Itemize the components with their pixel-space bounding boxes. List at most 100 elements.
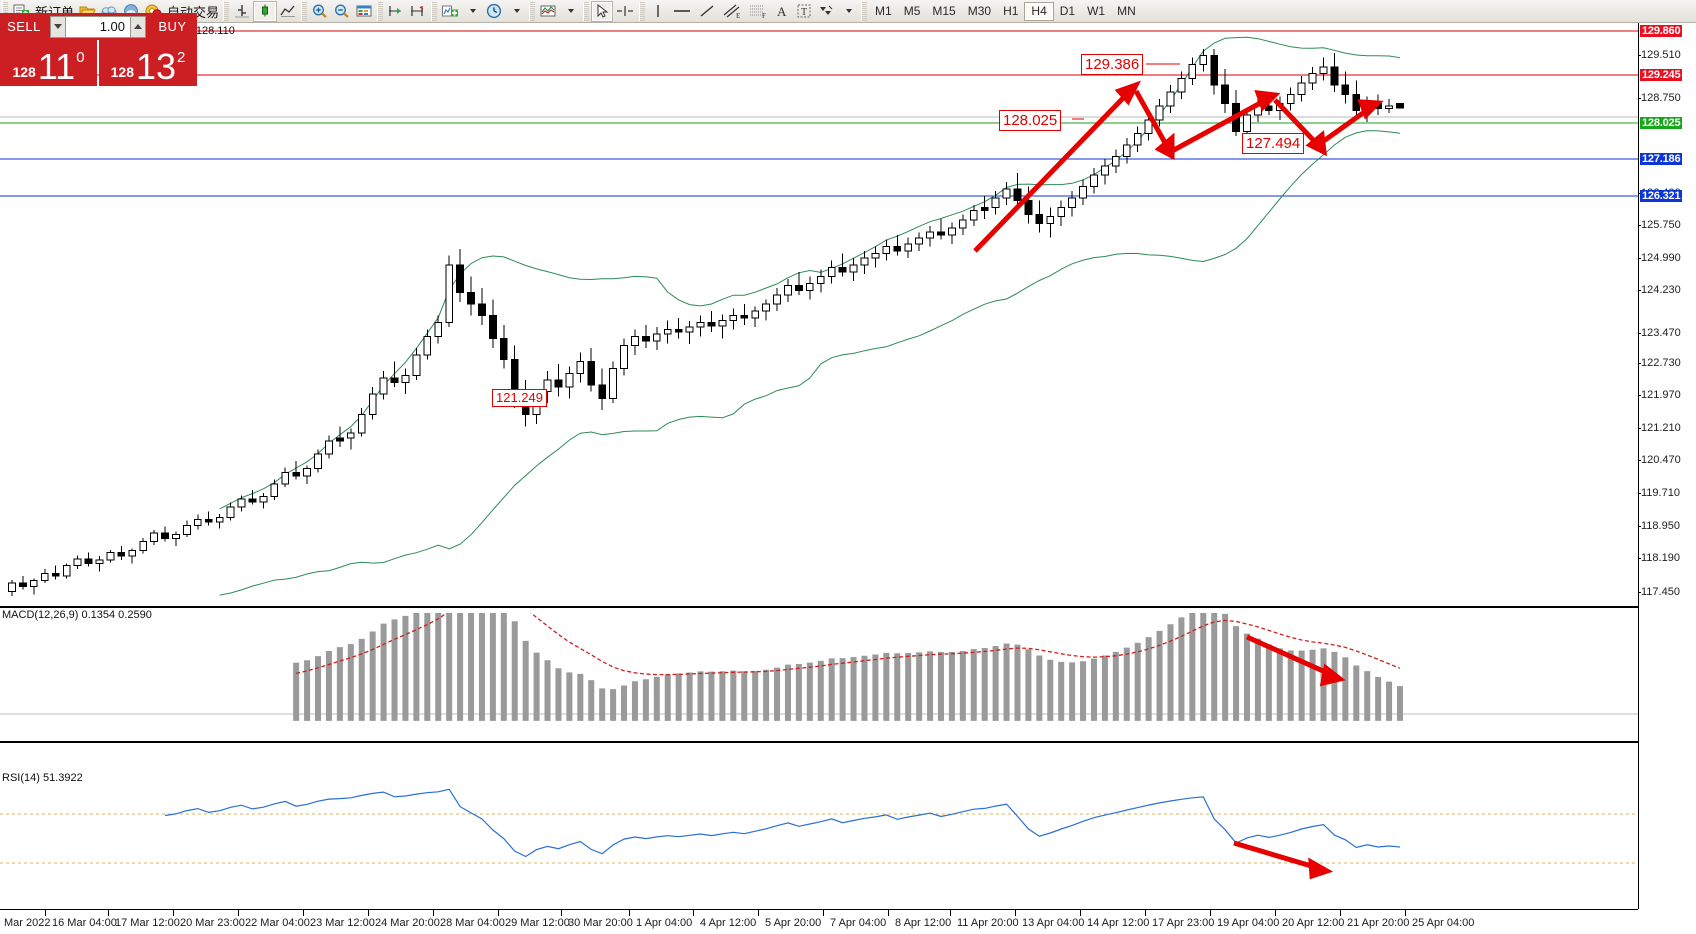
sell-price-display[interactable]: 128 11 0	[0, 40, 97, 86]
candlestick-chart-icon[interactable]	[253, 0, 278, 22]
price-scale[interactable]: 129.510128.750126.490125.750124.990124.2…	[1638, 23, 1696, 909]
line-chart-icon[interactable]	[277, 1, 299, 22]
candle	[139, 540, 148, 552]
candle	[259, 495, 268, 503]
candle	[937, 231, 945, 236]
clock-dropdown-caret[interactable]	[505, 1, 527, 22]
svg-text:T: T	[801, 7, 807, 18]
candle	[303, 468, 311, 477]
vline-icon[interactable]	[647, 1, 669, 22]
candle	[587, 361, 596, 386]
volume-input[interactable]: 1.00	[66, 15, 130, 38]
cursor-icon[interactable]	[591, 0, 614, 22]
price-level-label[interactable]: 127.186	[1640, 153, 1683, 165]
price-level-label[interactable]: 126.321	[1640, 190, 1683, 202]
timeframe-m5[interactable]: M5	[903, 4, 921, 18]
candle	[827, 266, 836, 277]
templates-icon[interactable]	[537, 1, 559, 22]
shift-end-icon[interactable]	[385, 1, 407, 22]
buy-price-display[interactable]: 128 13 2	[99, 40, 197, 86]
bar-chart-icon[interactable]	[231, 1, 253, 22]
candle	[784, 285, 792, 296]
candle	[554, 379, 563, 388]
candle	[379, 377, 388, 395]
chart-area[interactable]: USDJPY-,H4 128.207 128.207 128.110 128.1…	[0, 23, 1696, 934]
timeframe-m30[interactable]: M30	[967, 4, 992, 18]
crosshair-icon[interactable]	[613, 1, 637, 22]
volume-increase-button[interactable]	[130, 15, 146, 38]
price-tick: 121.210	[1638, 422, 1681, 434]
timeframe-h1[interactable]: H1	[1003, 4, 1019, 18]
annot-127494[interactable]: 127.494	[1242, 133, 1305, 154]
hline-icon[interactable]	[669, 1, 695, 22]
macd-signal-line	[296, 613, 1401, 676]
indicators-icon[interactable]	[439, 1, 461, 22]
macd-label: MACD(12,26,9) 0.1354 0.2590	[2, 609, 152, 621]
candle	[1111, 156, 1120, 167]
timeframe-d1[interactable]: D1	[1059, 4, 1076, 18]
candle	[237, 498, 246, 508]
annot-121249[interactable]: 121.249	[492, 389, 547, 407]
candle	[215, 517, 224, 523]
price-tick: 120.470	[1638, 454, 1681, 466]
data-window-icon[interactable]	[353, 1, 375, 22]
candle	[248, 498, 257, 503]
price-level-label[interactable]: 128.025	[1640, 117, 1683, 129]
candle	[926, 231, 934, 239]
candle	[193, 518, 202, 526]
macd-pane[interactable]	[0, 613, 1638, 741]
candle	[609, 368, 617, 400]
candle	[1243, 114, 1251, 132]
time-scale[interactable]: Mar 2022 16 Mar 04:00 17 Mar 12:00 20 Mar 2…	[0, 909, 1638, 934]
timeframe-m1[interactable]: M1	[875, 4, 892, 18]
candle	[488, 315, 497, 340]
time-tick: 5 Apr 20:00	[757, 909, 822, 929]
draw-objects-icon[interactable]	[815, 1, 837, 22]
auto-scroll-icon[interactable]	[407, 1, 429, 22]
one-click-top-row: SELL 1.00 BUY	[0, 13, 197, 40]
price-level-label[interactable]: 129.245	[1640, 69, 1683, 81]
candle	[729, 315, 738, 321]
volume-decrease-button[interactable]	[50, 15, 66, 38]
toolbar-separator-2	[223, 1, 230, 21]
zoom-in-icon[interactable]	[309, 1, 331, 22]
rsi-pane[interactable]	[0, 775, 1638, 909]
clock-icon[interactable]	[483, 1, 505, 22]
timeframe-h4[interactable]: H4	[1024, 1, 1054, 21]
time-tick: 29 Mar 12:00	[498, 909, 570, 929]
candle	[1385, 105, 1393, 109]
trendline-icon[interactable]	[695, 1, 719, 22]
text-label-icon[interactable]: T	[793, 1, 815, 22]
one-click-trading-panel[interactable]: SELL 1.00 BUY 128 11 0 128 13 2	[0, 13, 197, 86]
candle	[1319, 66, 1328, 75]
timeframe-mn[interactable]: MN	[1117, 4, 1136, 18]
sell-button[interactable]: SELL	[0, 13, 48, 40]
timeframe-m15[interactable]: M15	[932, 4, 956, 18]
equidistant-channel-icon[interactable]: E	[719, 1, 745, 22]
templates-dropdown-caret[interactable]	[559, 1, 581, 22]
candle	[1188, 63, 1197, 79]
timeframe-w1[interactable]: W1	[1087, 4, 1106, 18]
candle	[642, 335, 650, 342]
text-icon[interactable]: A	[771, 1, 793, 22]
price-pane[interactable]	[0, 23, 1638, 606]
indicators-dropdown-caret[interactable]	[461, 1, 483, 22]
candle	[958, 219, 967, 229]
draw-objects-caret[interactable]	[837, 1, 859, 22]
price-level-label[interactable]: 129.860	[1640, 25, 1683, 37]
fibonacci-icon[interactable]: F	[745, 1, 771, 22]
volume-stepper[interactable]: 1.00	[48, 13, 148, 40]
candle	[270, 483, 279, 497]
candle	[73, 558, 82, 566]
buy-button[interactable]: BUY	[148, 13, 197, 40]
candle	[161, 532, 169, 540]
toolbar-separator-5	[431, 1, 438, 21]
annot-128025[interactable]: 128.025	[999, 110, 1062, 131]
trend-arrows	[973, 80, 1384, 253]
macd-trend-arrow	[1245, 634, 1346, 687]
candle	[1024, 199, 1033, 215]
annot-129386[interactable]: 129.386	[1081, 54, 1144, 75]
candle	[1297, 82, 1306, 95]
main-toolbar: 新订单 自动交易	[0, 0, 1696, 23]
zoom-out-icon[interactable]	[331, 1, 353, 22]
